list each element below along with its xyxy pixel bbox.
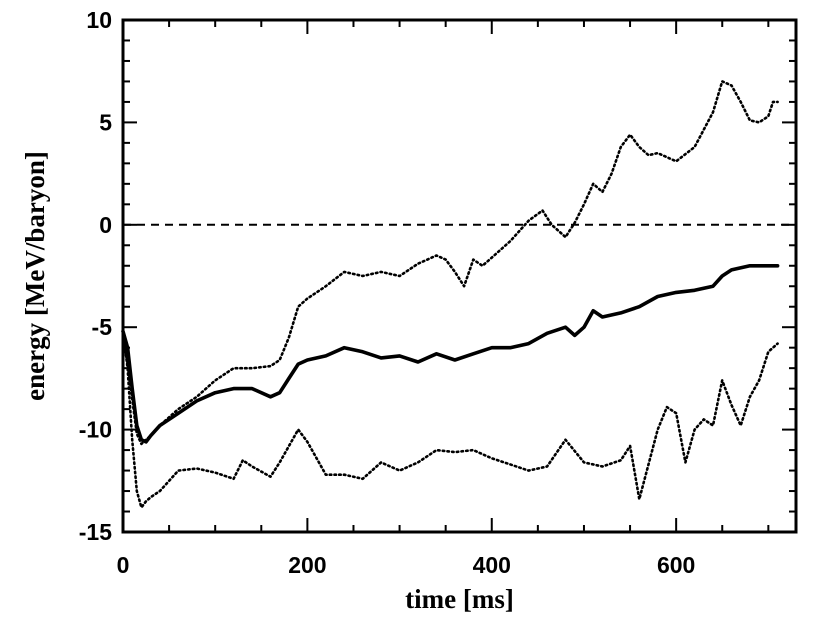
plot-frame [121,18,798,534]
x-tick-label: 600 [657,552,695,578]
series-line-3 [121,330,779,509]
series-line-1 [121,80,779,446]
x-tick-label: 200 [288,552,326,578]
y-axis-title: energy [MeV/baryon] [20,151,50,401]
x-tick-label: 0 [117,552,130,578]
y-tick-label: 5 [99,109,112,135]
series-line-2 [121,264,780,444]
y-tick-label: 10 [86,7,112,33]
x-axis-title: time [ms] [405,584,514,614]
x-tick-label: 400 [473,552,511,578]
series-layer [121,80,780,509]
y-tick-label: -5 [92,314,113,340]
y-tick-label: -10 [79,417,112,443]
y-tick-label: 0 [99,212,112,238]
y-tick-label: -15 [79,519,112,545]
